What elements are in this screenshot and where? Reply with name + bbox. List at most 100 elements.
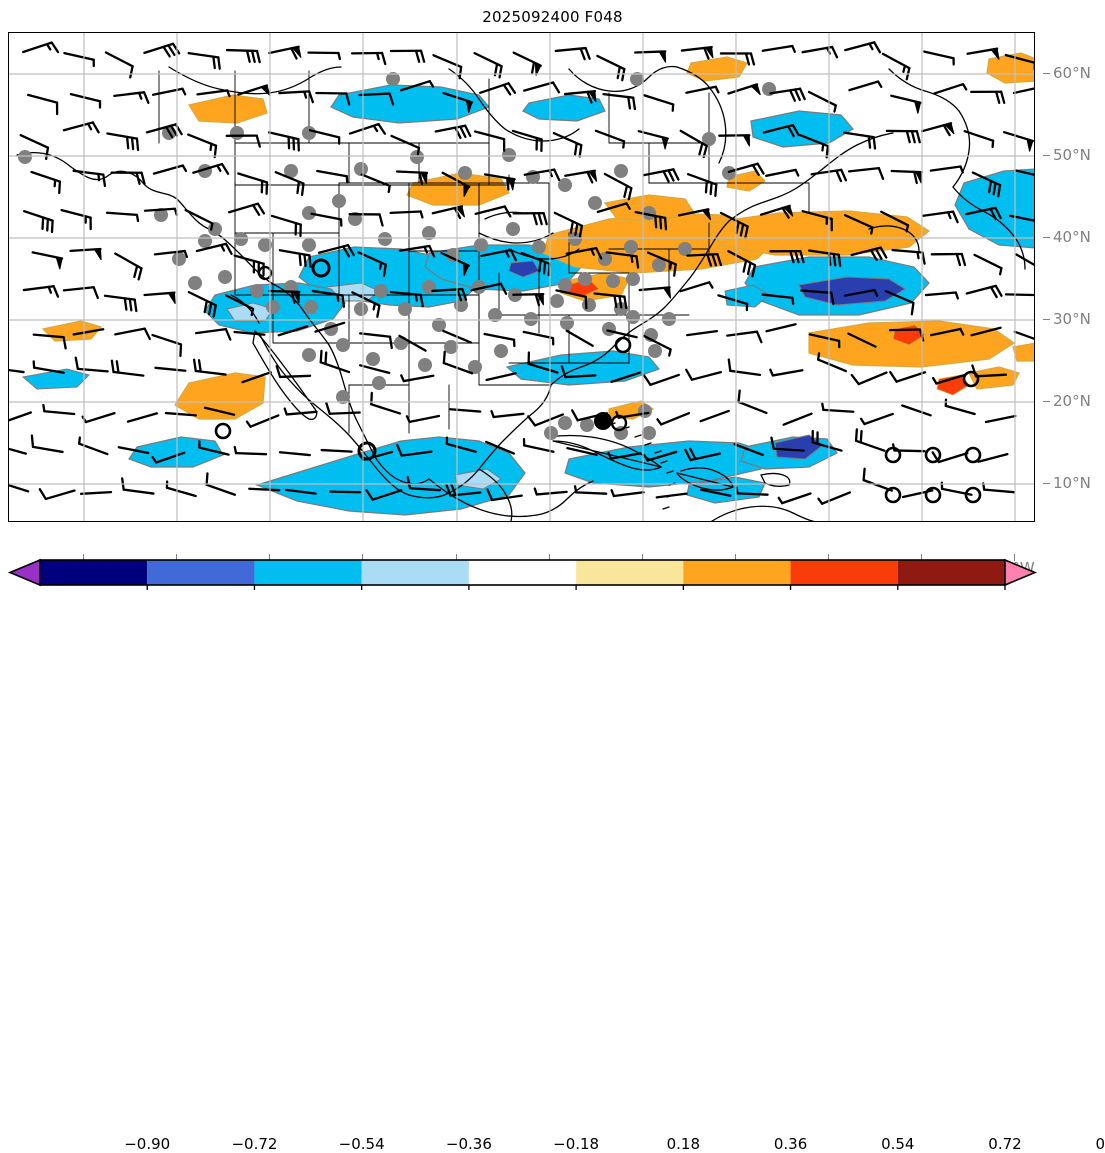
wind-barb	[249, 489, 279, 490]
wind-barb	[891, 96, 920, 114]
wind-barb	[115, 254, 141, 280]
wind-barb	[235, 447, 266, 454]
wind-barb	[596, 131, 624, 148]
wind-barb	[729, 359, 760, 374]
wind-barb	[556, 48, 590, 59]
wind-barb	[971, 92, 1004, 103]
colorbar-segment-orange	[683, 560, 790, 585]
colorbar-segment-red-orange	[791, 560, 898, 585]
wind-barb	[728, 84, 760, 94]
y-tick-1	[1043, 155, 1050, 156]
wind-barb	[640, 287, 671, 298]
wind-barb	[779, 494, 811, 504]
wind-barb	[317, 171, 347, 182]
wind-barb	[701, 411, 729, 421]
y-tick-3	[1043, 319, 1050, 320]
wind-barb	[524, 332, 554, 344]
wind-barb	[71, 249, 102, 260]
wind-barb	[43, 405, 74, 414]
wind-barb	[33, 252, 62, 269]
wind-barb	[40, 489, 75, 499]
wind-barb	[407, 416, 439, 422]
colorbar-extend-max	[1005, 560, 1035, 585]
y-tick-0	[1043, 73, 1050, 74]
wind-barb	[144, 44, 179, 57]
wind-barb	[975, 255, 1002, 274]
wind-barb	[391, 211, 423, 217]
wind-barb	[62, 210, 91, 229]
wind-barb	[64, 122, 99, 132]
wind-barb	[1006, 294, 1035, 301]
wind-barb	[645, 95, 674, 110]
wind-barb	[986, 416, 1015, 422]
wind-barb	[893, 250, 925, 264]
wind-barb	[360, 365, 389, 373]
colorbar-tick-label-7: 0.54	[881, 1135, 914, 1153]
colorbar-tick-label-0: −0.90	[124, 1135, 170, 1153]
wind-barb	[934, 84, 966, 93]
colorbar-tick-label-2: −0.54	[339, 1135, 385, 1153]
colorbar-tick-label-8: 0.72	[988, 1135, 1021, 1153]
colorbar-segment-cyan	[254, 560, 361, 585]
wind-barb	[81, 492, 111, 494]
wind-barb	[603, 94, 634, 109]
wind-barb	[727, 332, 761, 343]
wind-barb	[861, 414, 893, 424]
wind-barb	[1016, 255, 1035, 281]
wind-barb	[983, 483, 1014, 492]
wind-barb	[76, 358, 108, 372]
y-tick-label-10N: 10°N	[1053, 474, 1091, 492]
wind-barb	[436, 126, 470, 138]
wind-barb	[196, 329, 230, 339]
y-tick-label-50N: 50°N	[1053, 146, 1091, 164]
wind-barb	[682, 47, 713, 58]
wind-barb	[864, 469, 892, 491]
wind-barb	[112, 361, 143, 376]
wind-barb	[644, 375, 679, 385]
wind-barb	[280, 250, 311, 267]
colorbar-tick-label-9: 0.90	[1096, 1135, 1105, 1153]
wind-barb	[923, 212, 957, 222]
wind-barb	[933, 452, 968, 462]
wind-barb	[450, 409, 480, 411]
wind-barb	[114, 92, 148, 103]
wind-barb	[153, 89, 185, 95]
colorbar-tick-label-6: 0.36	[774, 1135, 807, 1153]
colorbar-swatches	[0, 555, 1105, 615]
wind-barb	[34, 335, 66, 349]
wind-barb	[524, 83, 559, 93]
wind-barb	[269, 47, 301, 59]
wind-barb	[9, 412, 31, 422]
wind-barb	[330, 492, 360, 493]
wind-barb	[194, 360, 225, 375]
wind-barb	[23, 43, 58, 52]
wind-barb	[433, 206, 465, 218]
wind-barb	[352, 53, 385, 64]
wind-barb	[269, 132, 299, 150]
wind-barb	[1015, 332, 1035, 342]
wind-barb	[852, 373, 887, 384]
wind-barb	[849, 82, 881, 91]
wind-barb	[83, 413, 115, 422]
wind-barb	[524, 439, 553, 452]
wind-barb	[513, 131, 542, 151]
wind-barb	[844, 133, 875, 149]
y-tick-label-60N: 60°N	[1053, 64, 1091, 82]
colorbar-tick-label-5: 0.18	[667, 1135, 700, 1153]
wind-barb	[763, 46, 795, 52]
y-tick-label-20N: 20°N	[1053, 392, 1091, 410]
wind-barb	[128, 413, 157, 421]
y-tick-5	[1043, 483, 1050, 484]
wind-barb	[34, 361, 64, 372]
wind-barb	[902, 406, 930, 416]
map-panel[interactable]: 60°N 50°N 40°N 30°N 20°N 10°N 130°W 120°…	[8, 32, 1035, 522]
wind-barb	[279, 91, 313, 102]
wind-barb	[657, 494, 687, 498]
wind-barb	[155, 368, 185, 371]
wind-barb	[444, 352, 472, 374]
colorbar-segment-pale-yellow	[576, 560, 683, 585]
colorbar-tick-label-1: −0.72	[231, 1135, 277, 1153]
wind-barb	[371, 393, 400, 414]
wind-barb	[247, 415, 278, 426]
